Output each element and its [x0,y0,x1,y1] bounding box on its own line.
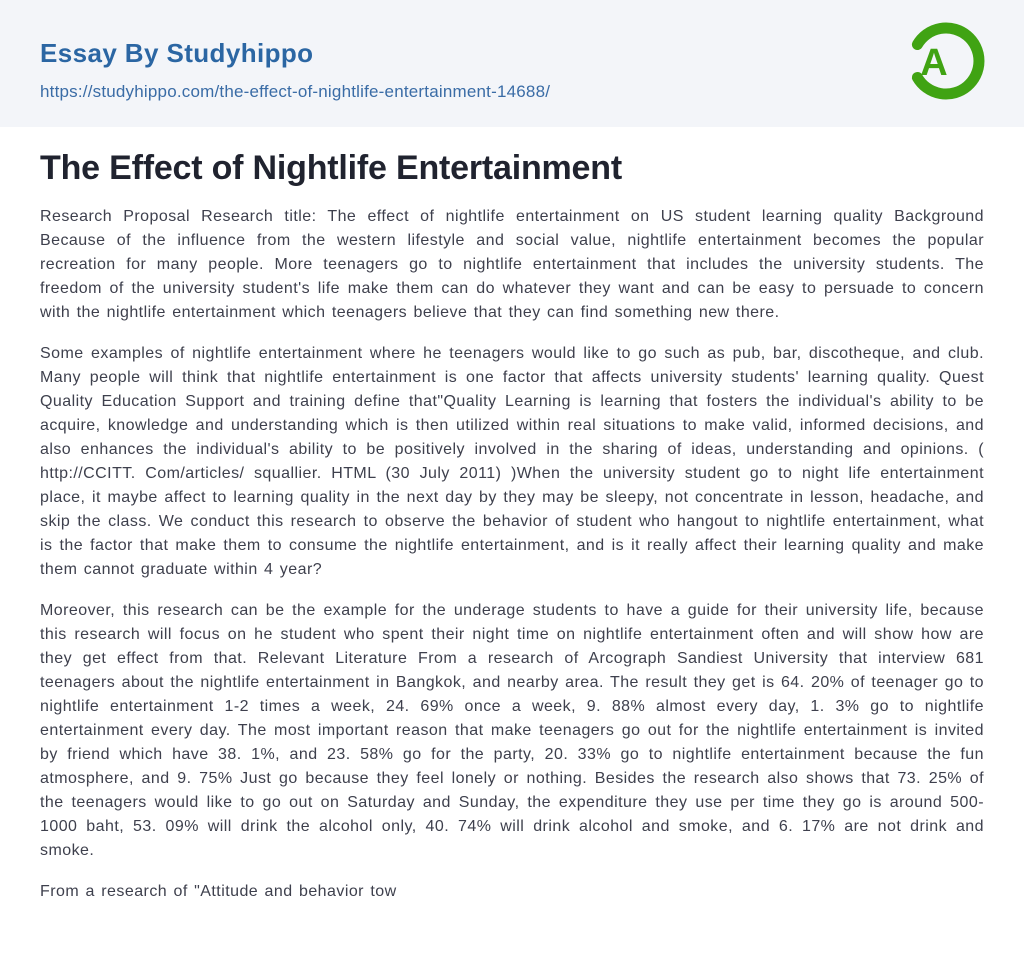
page-title: The Effect of Nightlife Entertainment [40,149,622,187]
essay-paragraph: Moreover, this research can be the examp… [40,602,984,859]
source-url-link[interactable]: https://studyhippo.com/the-effect-of-nig… [40,82,551,101]
essay-paragraph: From a research of "Attitude and behavio… [40,883,397,900]
site-title: Essay By Studyhippo [40,38,314,68]
logo-arc-icon: A [911,22,985,100]
essay-content: The Effect of Nightlife Entertainment Re… [0,149,1024,904]
logo-letter: A [920,42,947,84]
essay-paragraph: Some examples of nightlife entertainment… [40,345,984,578]
essay-paragraph: Research Proposal Research title: The ef… [40,208,984,321]
page-header: Essay By Studyhippo https://studyhippo.c… [0,0,1024,127]
header-text-block: Essay By Studyhippo https://studyhippo.c… [40,0,984,102]
studyhippo-logo: A [904,20,988,104]
